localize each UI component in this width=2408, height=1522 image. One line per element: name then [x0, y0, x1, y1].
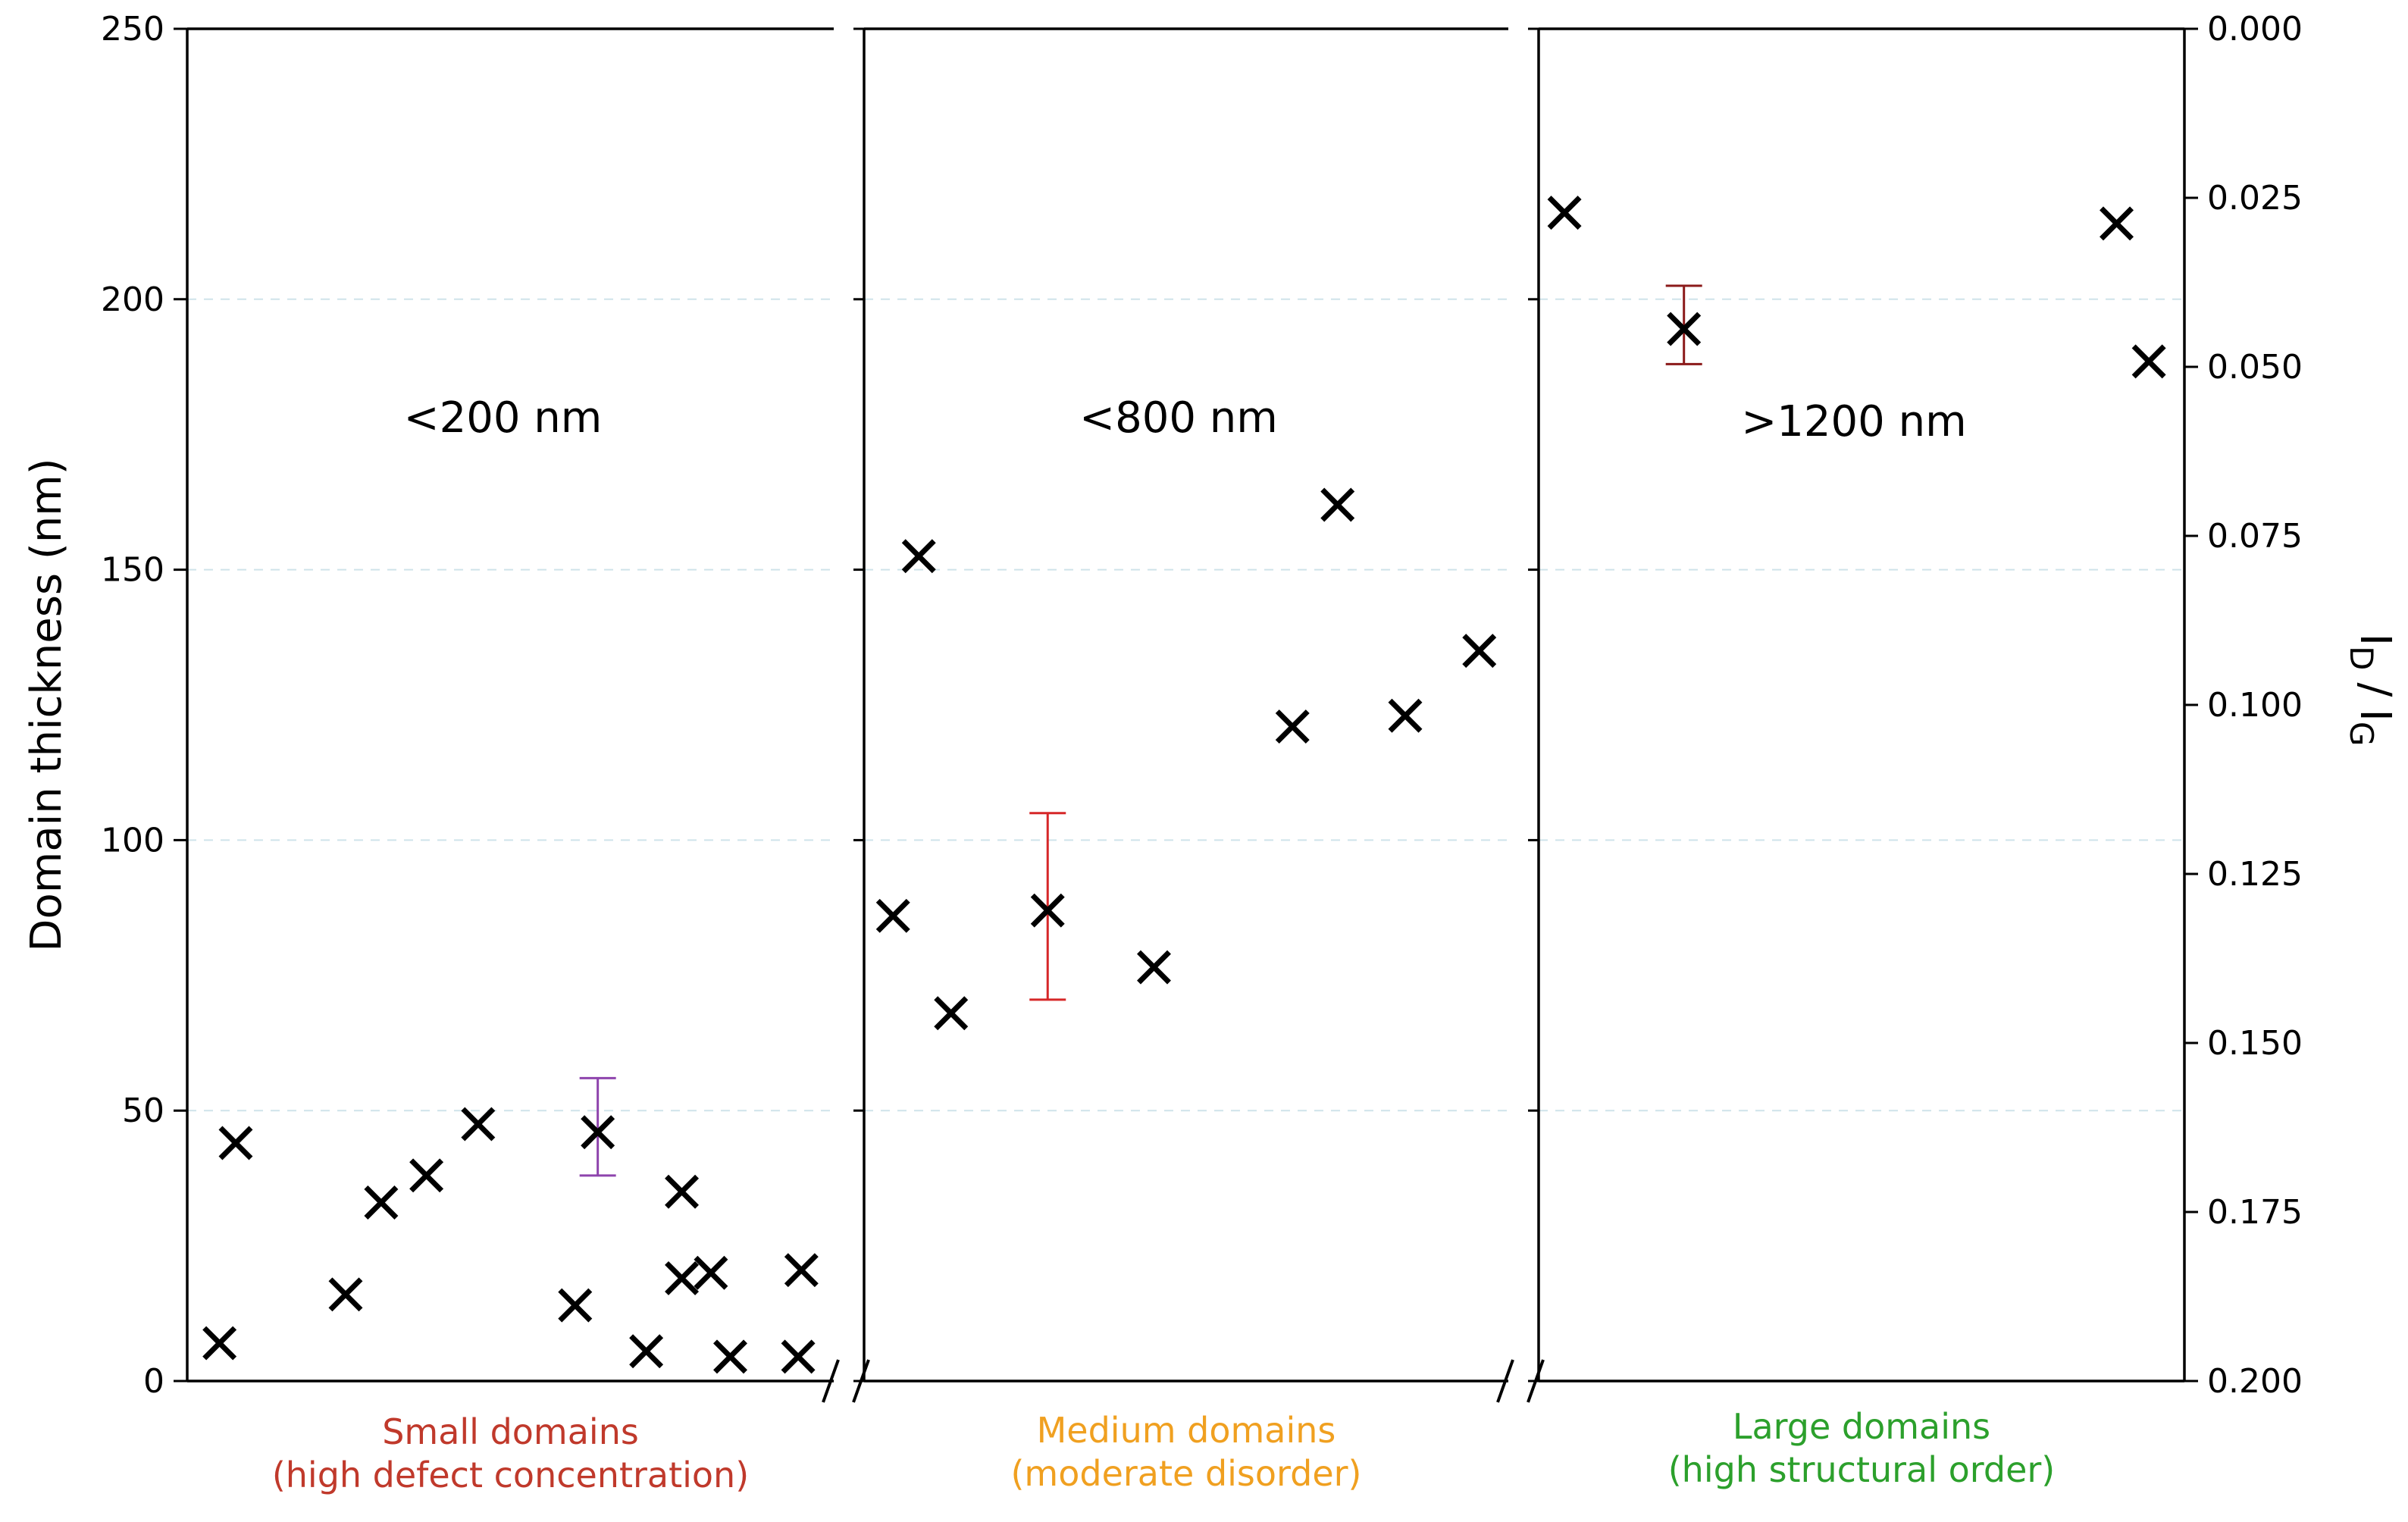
category-detail-label: (moderate disorder)	[1010, 1453, 1361, 1494]
data-point-stroke	[202, 1326, 237, 1361]
y-axis-label: Domain thickness (nm)	[22, 458, 71, 951]
error-bars	[579, 284, 1702, 1177]
data-point-stroke	[629, 1334, 664, 1369]
data-point-stroke	[713, 1339, 747, 1374]
data-point	[694, 1255, 728, 1290]
data-point	[581, 1115, 615, 1150]
data-point-stroke	[1547, 196, 1582, 230]
data-point	[1275, 709, 1310, 744]
data-point	[665, 1174, 700, 1209]
data-point-stroke	[1462, 634, 1497, 669]
range-label: <200 nm	[404, 393, 603, 443]
data-point	[328, 1277, 363, 1312]
data-point	[665, 1261, 700, 1295]
data-point-stroke	[1667, 312, 1702, 346]
axis-break-mark	[1496, 1359, 1514, 1403]
y2-tick-label: 0.050	[2207, 348, 2303, 387]
y2-tick-label: 0.125	[2207, 855, 2303, 894]
data-point-stroke	[461, 1107, 496, 1142]
y2-tick-label: 0.000	[2207, 10, 2303, 49]
y2-tick-label: 0.175	[2207, 1193, 2303, 1232]
category-detail-label: (high structural order)	[1668, 1449, 2056, 1490]
data-point-stroke	[784, 1253, 819, 1288]
y2-label-sub-d: D	[2343, 646, 2380, 670]
y-tick-label: 50	[122, 1091, 164, 1130]
panel-frames	[186, 27, 2186, 1403]
y2-tick-label: 0.150	[2207, 1024, 2303, 1063]
data-point-stroke	[1275, 709, 1310, 744]
data-point-stroke	[781, 1339, 816, 1374]
data-point-stroke	[934, 996, 969, 1031]
data-point	[558, 1288, 593, 1323]
data-point	[2100, 206, 2134, 241]
y-tick-label: 100	[101, 821, 164, 860]
data-point	[1137, 950, 1171, 985]
data-point	[218, 1126, 253, 1160]
data-point	[1667, 312, 1702, 346]
data-point-stroke	[2131, 344, 2166, 379]
y-tick-label: 250	[101, 10, 164, 49]
data-point-stroke	[1388, 698, 1423, 733]
data-point-stroke	[1030, 893, 1065, 928]
data-point	[1547, 196, 1582, 230]
data-point-stroke	[364, 1185, 399, 1220]
gridlines	[187, 298, 2184, 1112]
data-point-stroke	[2100, 206, 2134, 241]
data-point	[713, 1339, 747, 1374]
data-point-stroke	[218, 1126, 253, 1160]
data-markers	[202, 196, 2166, 1374]
category-detail-label: (high defect concentration)	[272, 1455, 749, 1495]
y2-label-slash: /	[2350, 682, 2400, 697]
data-point-stroke	[694, 1255, 728, 1290]
category-label: Medium domains	[1037, 1410, 1336, 1451]
data-point-stroke	[665, 1174, 700, 1209]
y2-tick-label: 0.200	[2207, 1362, 2303, 1401]
data-point-stroke	[558, 1288, 593, 1323]
data-point	[781, 1339, 816, 1374]
data-point	[901, 539, 936, 574]
y2-tick-label: 0.100	[2207, 686, 2303, 725]
data-point	[1030, 893, 1065, 928]
data-point	[461, 1107, 496, 1142]
axis-break-mark	[822, 1359, 840, 1403]
range-label: <800 nm	[1079, 393, 1278, 443]
category-label: Large domains	[1733, 1406, 1990, 1447]
data-point	[409, 1158, 444, 1193]
svg-text:ID/IG: ID/IG	[2343, 634, 2400, 747]
data-point-stroke	[875, 898, 910, 933]
data-point	[1388, 698, 1423, 733]
labels: 0 50 100 150 200 250 0.000 0.025 0.050 0.075 0.100…	[101, 10, 2303, 1495]
data-point	[934, 996, 969, 1031]
data-point-stroke	[409, 1158, 444, 1193]
data-point	[2131, 344, 2166, 379]
data-point	[629, 1334, 664, 1369]
data-point-stroke	[665, 1261, 700, 1295]
data-point	[202, 1326, 237, 1361]
data-point	[784, 1253, 819, 1288]
range-label: >1200 nm	[1741, 397, 1966, 446]
y2-label-i: I	[2350, 634, 2400, 647]
axis-ticks	[174, 27, 2198, 1383]
y2-label-i2: I	[2350, 709, 2400, 722]
data-point-stroke	[1320, 487, 1355, 522]
data-point	[1320, 487, 1355, 522]
y2-axis-label: ID/IG	[2343, 634, 2400, 747]
data-point	[1462, 634, 1497, 669]
data-point-stroke	[328, 1277, 363, 1312]
y-tick-label: 0	[143, 1362, 164, 1401]
y2-tick-label: 0.075	[2207, 517, 2303, 556]
data-point	[364, 1185, 399, 1220]
data-point-stroke	[901, 539, 936, 574]
data-point-stroke	[581, 1115, 615, 1150]
data-point	[875, 898, 910, 933]
y2-tick-label: 0.025	[2207, 179, 2303, 218]
category-label: Small domains	[382, 1411, 639, 1452]
y-tick-label: 150	[101, 551, 164, 590]
y2-label-sub-g: G	[2343, 722, 2380, 747]
y-tick-label: 200	[101, 280, 164, 319]
data-point-stroke	[1137, 950, 1171, 985]
